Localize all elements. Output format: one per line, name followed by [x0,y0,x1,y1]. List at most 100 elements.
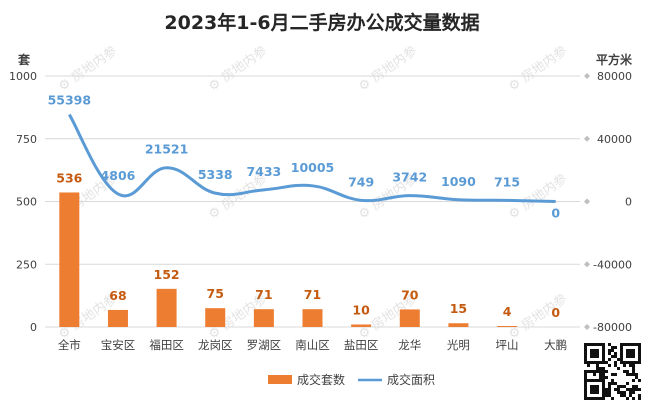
qr-module [602,367,605,370]
qr-module [620,358,623,361]
qr-module [602,388,605,391]
category-label: 盐田区 [344,338,379,352]
bar-value-label: 70 [401,287,419,302]
qr-module [593,397,596,400]
qr-module [635,376,638,379]
watermark-text: ⚙ 房地内参 [55,43,120,95]
qr-module [623,370,626,373]
qr-module [629,364,632,367]
category-label: 南山区 [295,338,330,352]
qr-module [608,382,611,385]
bar-value-label: 0 [551,305,560,320]
qr-module [584,352,587,355]
qr-module [584,355,587,358]
line-value-label: 749 [348,174,374,189]
qr-module [629,349,632,352]
qr-module [623,343,626,346]
qr-module [626,349,629,352]
bar-value-label: 152 [154,267,180,282]
qr-module [638,346,641,349]
qr-module [620,343,623,346]
qr-module [611,346,614,349]
qr-module [590,388,593,391]
qr-module [590,385,593,388]
qr-module [632,349,635,352]
right-tick-marker [584,198,590,205]
legend-label-bar: 成交套数 [297,372,345,387]
qr-module [590,343,593,346]
qr-module [626,355,629,358]
qr-module [635,343,638,346]
qr-module [596,352,599,355]
qr-module [599,361,602,364]
qr-module [584,373,587,376]
qr-module [635,385,638,388]
qr-module [584,388,587,391]
qr-module [638,343,641,346]
qr-module [593,361,596,364]
qr-module [608,343,611,346]
qr-module [632,379,635,382]
bar [448,323,469,327]
qr-module [602,343,605,346]
qr-module [632,370,635,373]
qr-module [596,355,599,358]
line-value-label: 5338 [198,167,233,182]
qr-module [587,361,590,364]
qr-module [608,349,611,352]
bar-value-label: 10 [352,302,370,317]
qr-module [617,358,620,361]
category-labels: 全市 宝安区 福田区 龙岗区 罗湖区 南山区 盐田区 龙华 光明 坪山 大鹏 [58,338,567,352]
qr-module [593,385,596,388]
qr-module [605,388,608,391]
qr-module [602,394,605,397]
qr-module [638,388,641,391]
line-value-label: 0 [551,206,560,221]
right-tick-marker [584,73,590,79]
bar [497,325,518,327]
qr-module [596,385,599,388]
qr-module [632,352,635,355]
qr-module [629,355,632,358]
bar-value-label: 4 [503,304,512,319]
qr-module [632,355,635,358]
qr-module [611,373,614,376]
bar-value-label: 71 [304,287,321,302]
qr-module [638,397,641,400]
qr-module [590,349,593,352]
qr-module [614,382,617,385]
qr-module [614,388,617,391]
line-value-label: 7433 [246,164,281,179]
legend: 成交套数 成交面积 [268,372,435,387]
qr-module [614,373,617,376]
qr-module [635,388,638,391]
qr-module [620,385,623,388]
watermark-text: ⚙ 房地内参 [505,43,570,95]
bar [302,309,323,327]
watermark-text: ⚙ 房地内参 [355,43,420,95]
qr-module [590,361,593,364]
qr-module [593,388,596,391]
qr-module [602,352,605,355]
qr-module [617,391,620,394]
bar [205,308,226,327]
qr-module [602,346,605,349]
qr-module [638,352,641,355]
qr-module [620,349,623,352]
category-label: 龙华 [398,338,421,352]
qr-module [602,370,605,373]
qr-module [638,349,641,352]
qr-module [608,385,611,388]
right-tick-label: 40000 [597,133,632,146]
left-tick-label: 0 [30,321,37,334]
qr-module [620,346,623,349]
qr-module [611,355,614,358]
qr-module [626,388,629,391]
qr-module [626,397,629,400]
qr-module [632,373,635,376]
qr-module [620,352,623,355]
qr-module [602,385,605,388]
qr-module [587,379,590,382]
qr-module [617,367,620,370]
legend-label-line: 成交面积 [387,372,435,387]
